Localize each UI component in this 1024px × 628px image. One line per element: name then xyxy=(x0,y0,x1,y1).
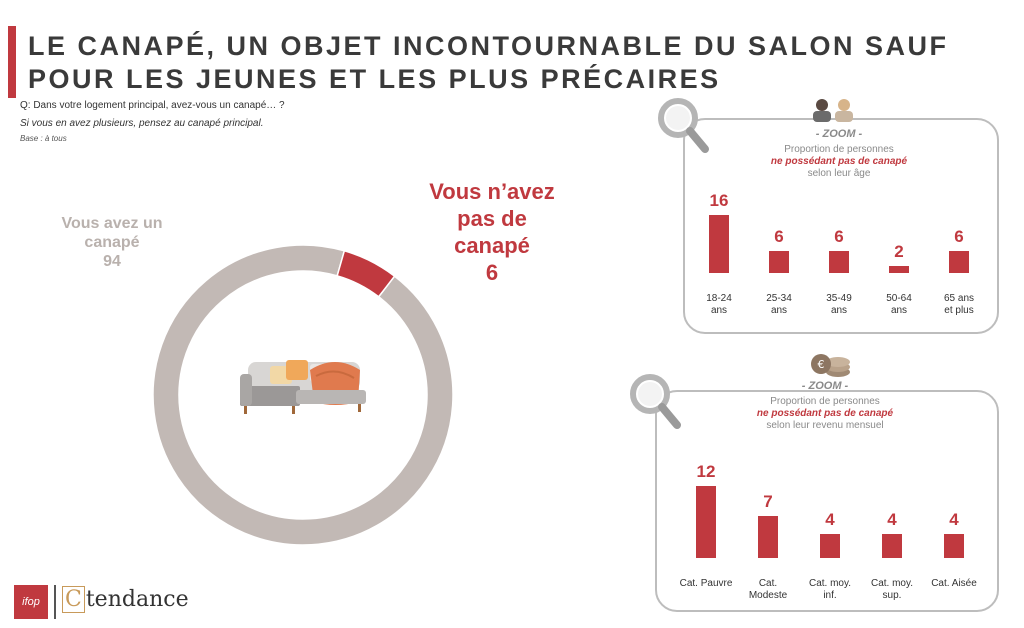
bar-value-label: 7 xyxy=(763,492,773,511)
bar-category-label: 18-24 ans xyxy=(685,293,753,317)
nothave-label-line2: pas de xyxy=(457,206,527,231)
zoom-income-sub-line3: selon leur revenu mensuel xyxy=(766,420,884,431)
nothave-label-value: 6 xyxy=(485,260,499,285)
bar-category-line: 18-24 xyxy=(706,293,732,304)
bar xyxy=(949,251,969,273)
zoom-age-sub-line3: selon leur âge xyxy=(807,168,871,179)
donut-label-have: Vous avez un canapé 94 xyxy=(52,214,172,271)
bar xyxy=(889,265,909,273)
bar-category-label: 50-64 ans xyxy=(865,293,933,317)
zoom-title-age: - ZOOM - xyxy=(815,128,863,140)
bar-category-line: 65 ans xyxy=(943,293,975,304)
bar-category-label: Cat. Aisée xyxy=(920,578,988,590)
donut-slices xyxy=(152,244,454,546)
bar-category-line: inf. xyxy=(823,590,837,601)
donut-slice-not-have xyxy=(336,249,396,298)
coins-icon: € xyxy=(811,354,850,377)
bar-category-label: 35-49 ans xyxy=(805,293,873,317)
bar-category-line: 25-34 xyxy=(766,293,792,304)
have-label-line2: canapé xyxy=(84,234,140,251)
bar-category-label: Cat. Modeste xyxy=(734,578,802,602)
bar-category-line: ans xyxy=(830,305,848,316)
bar xyxy=(709,215,729,273)
people-icon xyxy=(813,99,853,122)
zoom-box-age xyxy=(683,118,999,334)
donut-chart xyxy=(152,244,454,546)
zoom-subtitle-age: Proportion de personnes ne possédant pas… xyxy=(683,144,995,180)
bar-category-line: Cat. moy. xyxy=(808,578,852,589)
page-title: LE CANAPÉ, UN OBJET INCONTOURNABLE DU SA… xyxy=(28,31,949,94)
bar-category-label: Cat. moy. sup. xyxy=(858,578,926,602)
bar-category-line: Cat. xyxy=(758,578,778,589)
bar-value-label: 12 xyxy=(696,462,716,481)
bar-category-line: ans xyxy=(770,305,788,316)
base-text: Base : à tous xyxy=(20,134,67,143)
bar-value-label: 2 xyxy=(894,241,904,261)
bar xyxy=(696,486,716,558)
bar xyxy=(820,534,840,558)
bar xyxy=(829,251,849,273)
bar-value-label: 6 xyxy=(954,227,964,247)
bar-category-line: Cat. Pauvre xyxy=(679,578,733,589)
nothave-label-line3: canapé xyxy=(454,233,530,258)
bar xyxy=(944,534,964,558)
nothave-label-line1: Vous n’avez xyxy=(429,179,555,204)
question-end: vous un canapé… ? xyxy=(195,100,285,111)
bar-value-label: 4 xyxy=(825,510,835,529)
magnifier-icon xyxy=(658,98,709,153)
zoom-subtitle-income: Proportion de personnes ne possédant pas… xyxy=(655,396,995,432)
zoom-age-sub-line1: Proportion de personnes xyxy=(784,144,894,155)
bar-chart-age: 16 18-24 ans 6 25-34 ans 6 35-49 ans 2 50-64 ans 6 65… xyxy=(683,180,995,330)
bar-value-label: 6 xyxy=(834,227,844,247)
sofa-icon xyxy=(240,360,366,414)
have-label-value: 94 xyxy=(103,253,121,270)
have-label-line1: Vous avez un xyxy=(61,215,163,232)
bar-value-label: 4 xyxy=(949,510,959,529)
logo-separator xyxy=(54,585,56,619)
bar-category-label: 25-34 ans xyxy=(745,293,813,317)
zoom-title-income: - ZOOM - xyxy=(801,380,849,392)
bar-category-line: ans xyxy=(710,305,728,316)
question-text: Q: Dans votre logement principal, avez-v… xyxy=(20,100,285,111)
bar-chart-income: 12 Cat. Pauvre 7 Cat. Modeste 4 Cat. moy. inf. 4… xyxy=(655,440,995,608)
bar-category-line: et plus xyxy=(944,305,974,316)
donut-slice-have xyxy=(152,244,454,546)
bar-category-line: 35-49 xyxy=(826,293,852,304)
bar-category-label: 65 ans et plus xyxy=(925,293,993,317)
subquestion-text: Si vous en avez plusieurs, pensez au can… xyxy=(20,118,264,129)
bar-category-line: Cat. Aisée xyxy=(931,578,977,589)
ctendance-logo-letter: C xyxy=(62,586,85,613)
title-accent-bar xyxy=(8,26,16,98)
svg-text:€: € xyxy=(818,358,825,371)
bar-category-label: Cat. moy. inf. xyxy=(796,578,864,602)
ctendance-logo-text: tendance xyxy=(85,587,189,612)
zoom-age-sub-highlight: ne possédant pas de canapé xyxy=(770,156,908,167)
magnifier-icon xyxy=(630,374,681,429)
bar-category-line: Modeste xyxy=(748,590,788,601)
bar-category-line: sup. xyxy=(882,590,902,601)
zoom-income-sub-highlight: ne possédant pas de canapé xyxy=(756,408,894,419)
question-start: Q: Dans votre logement principal, avez- xyxy=(20,100,196,111)
bar-category-label: Cat. Pauvre xyxy=(672,578,740,590)
ifop-logo: ifop xyxy=(14,585,48,619)
zoom-income-sub-line1: Proportion de personnes xyxy=(770,396,880,407)
bar-category-line: ans xyxy=(890,305,908,316)
bar xyxy=(882,534,902,558)
bar-category-line: 50-64 xyxy=(886,293,912,304)
bar-value-label: 4 xyxy=(887,510,897,529)
donut-label-not-have: Vous n’avez pas de canapé 6 xyxy=(412,178,572,286)
bar xyxy=(758,516,778,558)
bar-value-label: 6 xyxy=(774,227,784,247)
bar-value-label: 16 xyxy=(709,191,729,210)
bar-category-line: Cat. moy. xyxy=(870,578,914,589)
bar xyxy=(769,251,789,273)
